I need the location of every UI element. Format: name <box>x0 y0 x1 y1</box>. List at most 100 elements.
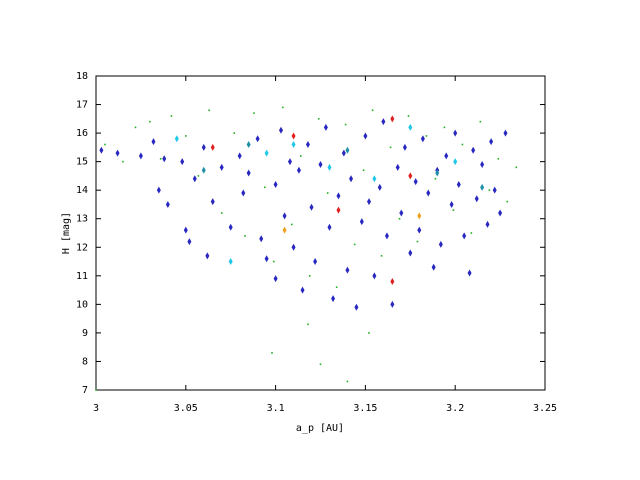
x-tick-label: 3 <box>93 403 99 414</box>
scatter-diamond <box>336 206 341 214</box>
scatter-diamond <box>336 192 341 200</box>
scatter-diamond <box>408 123 413 131</box>
scatter-dot <box>271 352 273 354</box>
scatter-dot <box>515 166 518 169</box>
scatter-dot <box>479 120 482 123</box>
scatter-diamond <box>366 198 371 206</box>
scatter-dot <box>299 155 302 157</box>
scatter-diamond <box>219 163 224 171</box>
y-tick-label: 8 <box>82 356 88 367</box>
scatter-diamond <box>462 232 467 240</box>
scatter-diamond <box>264 149 269 157</box>
scatter-dot <box>159 157 162 160</box>
scatter-diamond <box>228 258 233 266</box>
scatter-diamond <box>273 180 278 188</box>
scatter-diamond <box>156 186 161 194</box>
scatter-dot <box>407 115 410 117</box>
scatter-diamond <box>399 209 404 217</box>
scatter-diamond <box>255 135 260 143</box>
scatter-diamond <box>201 143 206 151</box>
scatter-diamond <box>402 143 407 151</box>
scatter-dot <box>362 169 365 171</box>
scatter-diamond <box>408 172 413 180</box>
scatter-diamond <box>453 158 458 166</box>
scatter-diamond <box>183 226 188 234</box>
scatter-diamond <box>327 223 332 231</box>
scatter-dot <box>380 255 383 257</box>
x-tick-label: 3.2 <box>446 403 464 414</box>
scatter-dot <box>149 120 151 123</box>
scatter-diamond <box>323 123 328 131</box>
scatter-diamond <box>205 252 210 260</box>
y-tick-label: 10 <box>76 299 88 310</box>
scatter-dot <box>290 223 293 226</box>
scatter-diamond <box>381 118 386 126</box>
scatter-diamond <box>151 138 156 146</box>
scatter-diamond <box>503 129 508 137</box>
scatter-dot <box>425 135 428 137</box>
scatter-diamond <box>456 180 461 188</box>
scatter-dot <box>443 126 446 129</box>
scatter-diamond <box>341 149 346 157</box>
scatter-diamond <box>313 258 318 266</box>
scatter-dot <box>506 200 509 203</box>
scatter-dot <box>470 232 473 234</box>
y-tick-label: 13 <box>76 214 88 225</box>
scatter-dot <box>461 143 464 146</box>
scatter-dot <box>95 389 97 391</box>
scatter-dot <box>319 363 322 366</box>
scatter-diamond <box>192 175 197 183</box>
scatter-diamond <box>408 249 413 257</box>
scatter-diamond <box>282 226 287 234</box>
scatter-dot <box>346 380 349 383</box>
x-tick-label: 3.15 <box>353 403 377 414</box>
scatter-dot <box>335 286 338 289</box>
y-tick-label: 11 <box>76 271 88 282</box>
scatter-diamond <box>291 132 296 140</box>
scatter-diamond <box>359 218 364 226</box>
scatter-diamond <box>291 243 296 251</box>
scatter-diamond <box>241 189 246 197</box>
scatter-diamond <box>474 195 479 203</box>
scatter-diamond <box>345 146 350 154</box>
y-tick-label: 7 <box>82 385 88 396</box>
scatter-diamond <box>165 200 170 208</box>
x-tick-label: 3.1 <box>267 403 285 414</box>
scatter-diamond <box>390 300 395 308</box>
y-tick-label: 9 <box>82 328 88 339</box>
scatter-dot <box>434 177 437 180</box>
scatter-diamond <box>489 138 494 146</box>
scatter-dot <box>220 212 223 214</box>
scatter-diamond <box>485 220 490 228</box>
y-tick-label: 15 <box>76 157 88 168</box>
scatter-dot <box>452 209 455 211</box>
y-tick-label: 18 <box>76 71 88 82</box>
scatter-diamond <box>296 166 301 174</box>
scatter-diamond <box>300 286 305 294</box>
scatter-dot <box>416 240 419 243</box>
scatter-dot <box>488 189 491 191</box>
scatter-diamond <box>282 212 287 220</box>
scatter-diamond <box>480 160 485 168</box>
scatter-diamond <box>467 269 472 277</box>
scatter-dot <box>122 160 124 163</box>
scatter-diamond <box>115 149 120 157</box>
scatter-diamond <box>413 178 418 186</box>
scatter-diamond <box>305 141 310 149</box>
scatter-dot <box>326 192 329 194</box>
y-tick-label: 14 <box>76 185 88 196</box>
scatter-diamond <box>453 129 458 137</box>
scatter-diamond <box>420 135 425 143</box>
scatter-diamond <box>228 223 233 231</box>
scatter-diamond <box>278 126 283 134</box>
scatter-diamond <box>471 146 476 154</box>
scatter-dot <box>353 243 356 246</box>
scatter-diamond <box>246 169 251 177</box>
scatter-dot <box>273 260 275 263</box>
scatter-diamond <box>349 175 354 183</box>
scatter-diamond <box>354 303 359 311</box>
x-tick-label: 3.25 <box>533 403 557 414</box>
scatter-diamond <box>492 186 497 194</box>
scatter-diamond <box>210 198 215 206</box>
